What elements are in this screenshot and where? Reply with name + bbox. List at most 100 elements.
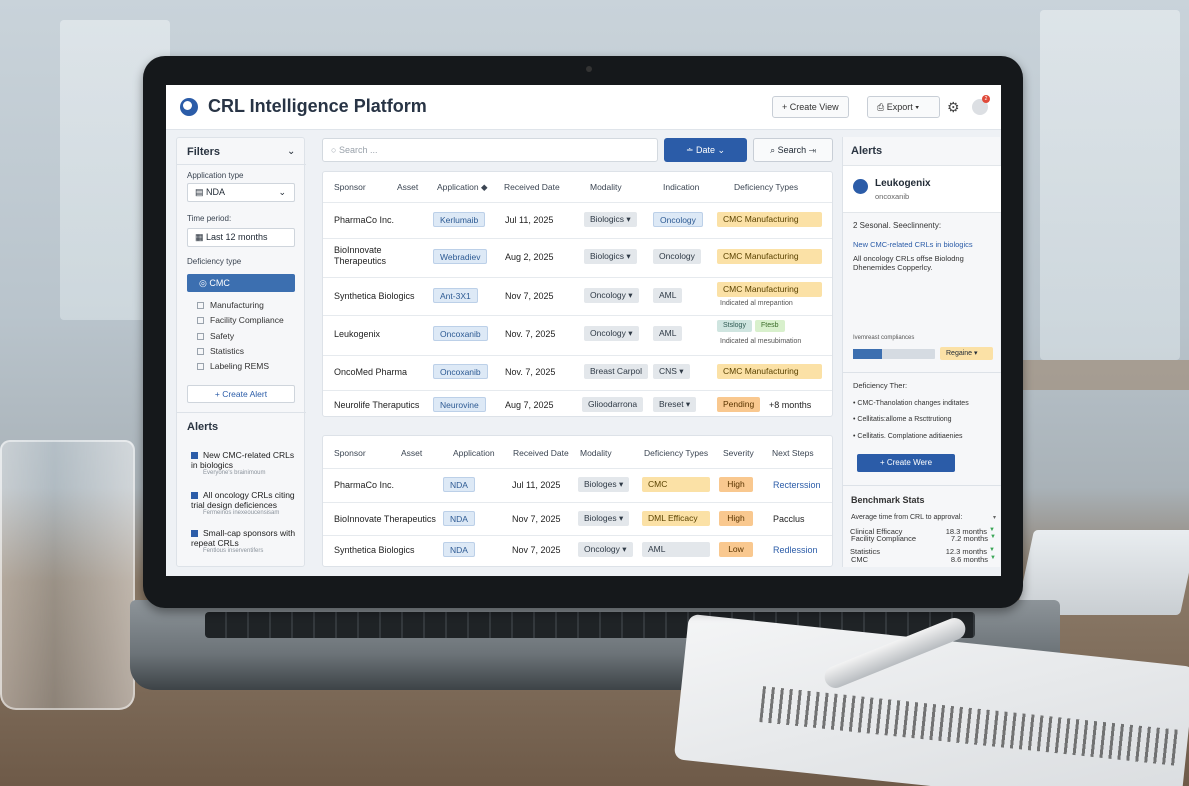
modality-dropdown[interactable]: Oncology ▾ <box>584 288 639 303</box>
asset-tag[interactable]: Ant-3X1 <box>433 288 478 303</box>
deficiency-tag[interactable]: CMC Manufacturing <box>717 282 822 297</box>
app-screen: CRL Intelligence Platform + Create View … <box>166 85 1001 576</box>
option-checkbox[interactable]: Safety <box>197 331 234 341</box>
table-row[interactable]: Neurolife Theraputics Neurovine Aug 7, 2… <box>323 390 832 418</box>
modality-dropdown[interactable]: Breast Carpol <box>584 364 648 379</box>
crl-summary-table: Sponsor Asset Application Received Date … <box>322 435 833 567</box>
column-header[interactable]: Asset <box>401 448 423 458</box>
export-button[interactable]: ⎙ Export ▾ <box>867 96 940 118</box>
alert-link[interactable]: New CMC-related CRLs in biologics <box>853 240 973 249</box>
table-row[interactable]: Leukogenix Oncoxanib Nov. 7, 2025 Oncolo… <box>323 315 832 355</box>
application-tag[interactable]: NDA <box>443 477 475 492</box>
modality-dropdown[interactable]: Biologes ▾ <box>578 511 630 526</box>
deficiency-primary: CMC <box>723 214 743 224</box>
column-header[interactable]: Sponsor <box>334 182 366 192</box>
modality-dropdown[interactable]: Oncology ▾ <box>578 542 633 557</box>
option-checkbox[interactable]: Facility Compliance <box>197 315 284 325</box>
company-card[interactable]: Leukogenix oncoxanib <box>843 165 1001 213</box>
regime-dropdown[interactable]: Regaine ▾ <box>940 347 993 360</box>
table-row[interactable]: BioInnovate Therapeutics NDA Nov 7, 2025… <box>323 502 832 535</box>
app-type-label: Application type <box>187 171 244 180</box>
deficiency-note: Indicated al mrepantion <box>720 300 793 307</box>
asset-tag[interactable]: Kerlumaib <box>433 212 486 227</box>
indication-tag[interactable]: AML <box>653 288 683 303</box>
benchmark-name: Facility Compliance <box>851 534 917 543</box>
column-header[interactable]: Received Date <box>504 182 560 192</box>
deficiency-tag[interactable]: Ftesb <box>755 320 785 332</box>
indication-tag[interactable]: Breset ▾ <box>653 397 697 412</box>
table-row[interactable]: Synthetica Biologics NDA Nov 7, 2025 Onc… <box>323 535 832 568</box>
application-tag[interactable]: NDA <box>443 511 475 526</box>
deficiency-tag[interactable]: AML <box>642 542 710 557</box>
deficiency-tag[interactable]: CMC Manufacturing <box>717 212 822 227</box>
date-button[interactable]: ∸ Date ⌄ <box>664 138 747 162</box>
avatar[interactable] <box>972 99 988 115</box>
next-step-link[interactable]: Redlession <box>773 545 818 555</box>
date-cell: Nov. 7, 2025 <box>505 329 556 339</box>
theme-bullet: • CMC-Thanolation changes inditates <box>853 400 969 407</box>
deficiency-tag[interactable]: CMC Manufacturing <box>717 249 822 264</box>
alert-item[interactable]: All oncology CRLs citing trial design de… <box>191 490 299 516</box>
deficiency-tag[interactable]: CMC Manufacturing <box>717 364 822 379</box>
table-row[interactable]: OncoMed Pharma Oncoxanib Nov. 7, 2025 Br… <box>323 355 832 390</box>
next-step-link[interactable]: Recterssion <box>773 480 821 490</box>
chevron-down-icon[interactable]: ⌄ <box>287 146 296 157</box>
deficiency-tag[interactable]: CMC <box>642 477 710 492</box>
app-type-select[interactable]: ▤ NDA ⌄ <box>187 183 295 202</box>
column-header[interactable]: Indication <box>663 182 700 192</box>
modality-dropdown[interactable]: Biologics ▾ <box>584 212 637 227</box>
column-header[interactable]: Application ◆ <box>437 182 488 193</box>
table-row[interactable]: Synthetica Biologics Ant-3X1 Nov 7, 2025… <box>323 277 832 315</box>
modality-dropdown[interactable]: Oncology ▾ <box>584 326 639 341</box>
deficiency-tag[interactable]: Pending <box>717 397 761 412</box>
asset-tag[interactable]: Oncoxanib <box>433 364 488 379</box>
column-header[interactable]: Modality <box>590 182 622 192</box>
create-alert-button[interactable]: + Create Alert <box>187 385 295 403</box>
create-view-button[interactable]: + Create View <box>772 96 849 118</box>
indication-tag[interactable]: CNS ▾ <box>653 364 690 379</box>
column-header[interactable]: Application <box>453 448 495 458</box>
deficiency-tag[interactable]: Stslogy <box>717 320 752 332</box>
search-input[interactable]: ○ Search ... <box>322 138 658 162</box>
deficiency-tag[interactable]: DML Efficacy <box>642 511 710 526</box>
option-checkbox[interactable]: Statistics <box>197 346 244 356</box>
column-header[interactable]: Received Date <box>513 448 569 458</box>
search-button[interactable]: ⌕ Search ⇥ <box>753 138 833 162</box>
sponsor-cell: BioInnovate Therapeutics <box>334 514 436 524</box>
option-checkbox[interactable]: Manufacturing <box>197 300 264 310</box>
severity-badge: High <box>719 511 753 526</box>
asset-tag[interactable]: Oncoxanib <box>433 326 488 341</box>
table-row[interactable]: BioInnovate Therapeutics Webradiev Aug 2… <box>323 238 832 277</box>
asset-tag[interactable]: Neurovine <box>433 397 486 412</box>
column-header[interactable]: Asset <box>397 182 419 192</box>
benchmark-row: Statistics 12.3 months ▼ <box>850 547 995 556</box>
indication-tag[interactable]: Oncology <box>653 212 703 227</box>
modality-dropdown[interactable]: Glioodarrona <box>582 397 644 412</box>
column-header[interactable]: Next Steps <box>772 448 814 458</box>
next-step-link[interactable]: Pacclus <box>773 514 805 524</box>
alert-text: All oncology CRLs citing trial design de… <box>191 490 295 510</box>
column-header[interactable]: Deficiency Types <box>644 448 709 458</box>
table-row[interactable]: PharmaCo Inc. NDA Jul 11, 2025 Biologes … <box>323 468 832 502</box>
time-select[interactable]: ▦ Last 12 months <box>187 228 295 247</box>
alert-item[interactable]: New CMC-related CRLs in biologics Everyon… <box>191 450 299 476</box>
timeline-cell: +8 months <box>769 400 812 410</box>
option-checkbox[interactable]: Labeling REMS <box>197 361 269 371</box>
indication-tag[interactable]: AML <box>653 326 683 341</box>
asset-tag[interactable]: Webradiev <box>433 249 488 264</box>
alert-item[interactable]: Small-cap sponsors with repeat CRLs Fentl… <box>191 528 299 554</box>
modality-dropdown[interactable]: Biologics ▾ <box>584 249 637 264</box>
column-header[interactable]: Sponsor <box>334 448 366 458</box>
column-header[interactable]: Severity <box>723 448 754 458</box>
indication-tag[interactable]: Oncology <box>653 249 701 264</box>
column-header[interactable]: Deficiency Types <box>734 182 799 192</box>
modality-dropdown[interactable]: Biologes ▾ <box>578 477 630 492</box>
application-tag[interactable]: NDA <box>443 542 475 557</box>
chevron-down-icon: ⌄ <box>278 187 286 197</box>
chevron-down-icon[interactable]: ▾ <box>992 515 996 521</box>
create-button[interactable]: + Create Were <box>857 454 955 472</box>
gear-icon[interactable]: ⚙ <box>947 99 960 115</box>
def-selected-option[interactable]: ◎ CMC <box>187 274 295 292</box>
table-row[interactable]: PharmaCo Inc. Kerlumaib Jul 11, 2025 Bio… <box>323 202 832 238</box>
column-header[interactable]: Modality <box>580 448 612 458</box>
